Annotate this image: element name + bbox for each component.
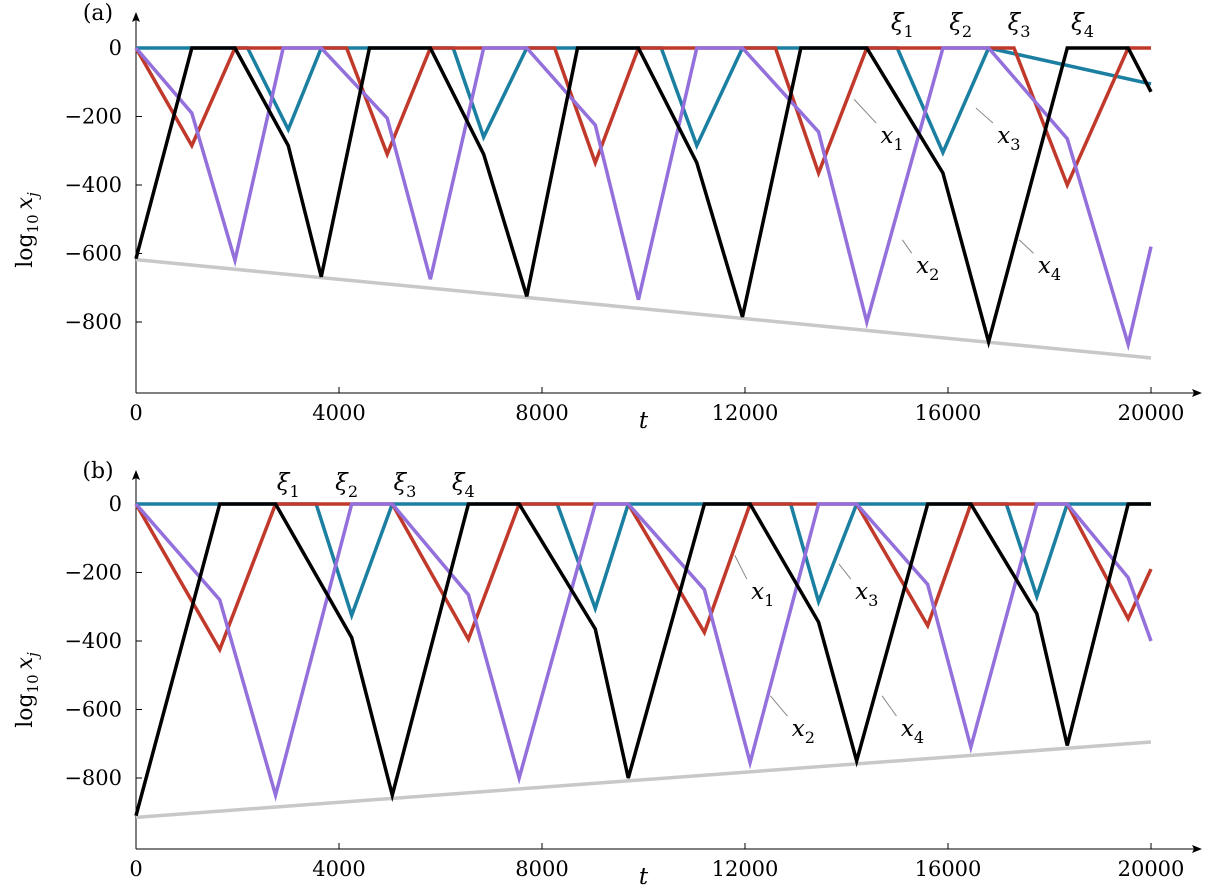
panel-a: 0 4000 8000 12000 16000 20000 0 −200 −400 −600 −80… xyxy=(13,1,1202,434)
x-tick-label: 0 xyxy=(129,857,142,881)
x-tick-label: 12000 xyxy=(712,857,779,881)
x-tick-label: 8000 xyxy=(515,857,568,881)
annotation-x1: x1 xyxy=(881,123,904,154)
y-tick-label: −800 xyxy=(64,766,122,790)
annotation-leader xyxy=(838,563,852,580)
y-tick-label: 0 xyxy=(109,36,122,60)
x-tick-label: 20000 xyxy=(1118,401,1185,425)
xi-label-2: ξ2 xyxy=(949,10,972,41)
annotation-leader xyxy=(901,239,913,254)
x-tick-label: 16000 xyxy=(915,857,982,881)
panel-label: (a) xyxy=(83,1,113,26)
annotation-x4: x4 xyxy=(1038,253,1061,284)
xi-label-2: ξ2 xyxy=(335,470,358,501)
x-tick-label: 4000 xyxy=(312,857,365,881)
panel-label: (b) xyxy=(82,459,113,484)
annotation-x2: x2 xyxy=(916,253,939,284)
x-tick-label: 0 xyxy=(129,401,142,425)
axes: 0 4000 8000 12000 16000 20000 0 −200 −400 −600 −80… xyxy=(13,12,1202,434)
annotation-x3: x3 xyxy=(997,123,1020,154)
y-tick-label: −600 xyxy=(64,698,122,722)
xi-label-3: ξ3 xyxy=(394,470,417,501)
x-tick-label: 12000 xyxy=(712,401,779,425)
annotation-leader xyxy=(1018,239,1034,254)
x-axis-arrow-icon xyxy=(1192,389,1202,397)
x-axis-label: t xyxy=(639,864,649,890)
x-axis-arrow-icon xyxy=(1192,845,1202,853)
xi-label-1: ξ1 xyxy=(277,470,300,501)
y-tick-label: −800 xyxy=(64,310,122,334)
y-tick-label: −400 xyxy=(64,629,122,653)
series-line-x2 xyxy=(134,46,1153,352)
axes: 0 4000 8000 12000 16000 20000 0 −200 −400 −600 −80… xyxy=(13,470,1202,890)
y-axis-arrow-icon xyxy=(132,12,140,22)
y-axis-label: log10xj xyxy=(13,192,42,268)
x-tick-label: 4000 xyxy=(312,401,365,425)
annotation-leader xyxy=(975,107,994,124)
xi-label-3: ξ3 xyxy=(1008,10,1031,41)
y-axis-label: log10xj xyxy=(13,652,42,728)
annotation-x2: x2 xyxy=(792,716,815,747)
y-tick-label: −200 xyxy=(64,105,122,129)
annotation-x1: x1 xyxy=(751,579,774,610)
x-axis-label: t xyxy=(639,408,649,434)
y-tick-label: −200 xyxy=(64,561,122,585)
series-line-x4 xyxy=(134,46,1153,349)
series-line-x4 xyxy=(134,502,1151,817)
annotation-leader xyxy=(853,99,877,124)
x-tick-label: 20000 xyxy=(1118,857,1185,881)
annotation-x3: x3 xyxy=(855,579,878,610)
x-tick-label: 8000 xyxy=(515,401,568,425)
annotation-x4: x4 xyxy=(901,716,924,747)
envelope-line xyxy=(135,740,1152,820)
annotation-leader xyxy=(769,695,788,717)
xi-label-1: ξ1 xyxy=(891,10,914,41)
annotation-leader xyxy=(881,695,897,717)
panel-b: 0 4000 8000 12000 16000 20000 0 −200 −400 −600 −80… xyxy=(13,459,1202,890)
annotation-leader xyxy=(734,555,748,580)
y-tick-label: 0 xyxy=(109,492,122,516)
x-tick-label: 16000 xyxy=(915,401,982,425)
series-line-x2 xyxy=(134,502,1153,802)
xi-label-4: ξ4 xyxy=(1071,10,1094,41)
y-axis-arrow-icon xyxy=(132,470,140,480)
envelope-line xyxy=(135,257,1152,360)
y-tick-label: −400 xyxy=(64,173,122,197)
series-line-x1 xyxy=(134,46,1151,190)
xi-label-4: ξ4 xyxy=(452,470,475,501)
y-tick-label: −600 xyxy=(64,242,122,266)
